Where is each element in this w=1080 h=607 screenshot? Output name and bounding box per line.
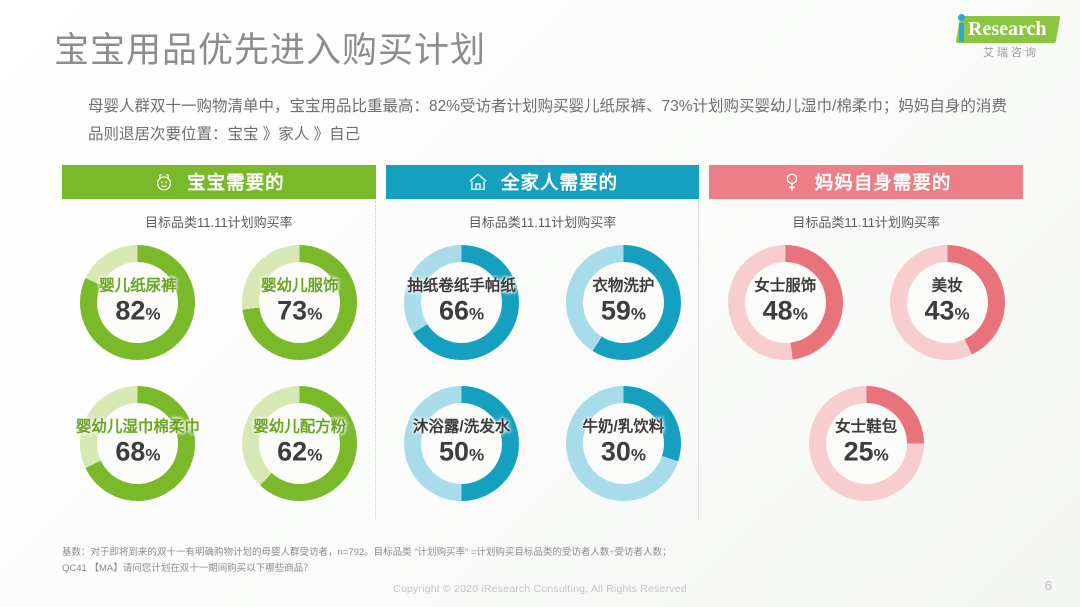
donut-grid-family: 抽纸卷纸手帕纸 66% 衣物洗护 59% 沐浴露/洗发水 50% 牛奶/乳饮料 30%	[381, 245, 705, 501]
donut-cell: 美妆 43%	[866, 245, 1028, 360]
column-mom: 妈妈自身需要的 目标品类11.11计划购买率 女士服饰 48% 美妆 43% 女士鞋包 2…	[698, 165, 1028, 525]
donut-chart	[80, 386, 196, 501]
female-icon	[781, 171, 803, 193]
donut-cell: 女士服饰 48%	[704, 245, 866, 360]
donut-cell: 婴儿纸尿裤 82%	[57, 245, 219, 360]
column-header-family-label: 全家人需要的	[501, 172, 619, 193]
column-header-mom-label: 妈妈自身需要的	[814, 172, 952, 193]
donut-chart	[808, 386, 924, 501]
column-family: 全家人需要的 目标品类11.11计划购买率 抽纸卷纸手帕纸 66% 衣物洗护 59% 沐…	[374, 165, 705, 525]
donut-cell: 衣物洗护 59%	[543, 245, 705, 360]
donut-chart	[242, 386, 358, 501]
footnote-line-1: 基数：对于即将到来的双十一有明确购物计划的母婴人群受访者，n=792。目标品类 …	[62, 547, 672, 558]
column-subtitle-family: 目标品类11.11计划购买率	[468, 215, 617, 230]
donut-cell: 婴幼儿湿巾棉柔巾 68%	[57, 386, 219, 501]
donut-cell: 沐浴露/洗发水 50%	[381, 386, 543, 501]
columns-container: 宝宝需要的 目标品类11.11计划购买率 婴儿纸尿裤 82% 婴幼儿服饰 73% 婴幼儿…	[57, 165, 1028, 525]
home-icon	[467, 171, 489, 193]
donut-grid-mom: 女士服饰 48% 美妆 43% 女士鞋包 25%	[704, 245, 1028, 501]
column-header-family: 全家人需要的	[385, 165, 700, 199]
donut-chart	[404, 386, 520, 501]
donut-chart	[404, 245, 520, 360]
logo-i-dot-icon	[958, 14, 965, 21]
donut-cell: 女士鞋包 25%	[785, 386, 947, 501]
donut-cell: 抽纸卷纸手帕纸 66%	[381, 245, 543, 360]
column-header-mom: 妈妈自身需要的	[709, 165, 1024, 199]
donut-chart	[242, 245, 358, 360]
baby-face-icon	[153, 171, 175, 193]
logo-subtext: 艾瑞咨询	[983, 47, 1039, 59]
column-subtitle-baby: 目标品类11.11计划购买率	[145, 215, 293, 230]
page-number: 6	[1044, 578, 1052, 593]
donut-grid-baby: 婴儿纸尿裤 82% 婴幼儿服饰 73% 婴幼儿湿巾棉柔巾 68% 婴幼儿配方粉 62%	[57, 245, 381, 501]
page-subtitle: 母婴人群双十一购物清单中，宝宝用品比重最高：82%受访者计划购买婴儿纸尿裤、73…	[88, 98, 1007, 143]
logo-mark: Research	[946, 14, 1061, 44]
footnote-line-2: QC41 【MA】请问您计划在双十一期间购买以下哪些商品？	[62, 563, 313, 574]
donut-cell: 牛奶/乳饮料 30%	[543, 386, 705, 501]
column-baby: 宝宝需要的 目标品类11.11计划购买率 婴儿纸尿裤 82% 婴幼儿服饰 73% 婴幼儿…	[57, 165, 381, 525]
column-header-baby: 宝宝需要的	[62, 165, 376, 199]
donut-cell: 婴幼儿配方粉 62%	[219, 386, 381, 501]
page-title: 宝宝用品优先进入购买计划	[54, 31, 487, 70]
donut-cell: 婴幼儿服饰 73%	[219, 245, 381, 360]
donut-chart	[80, 245, 196, 360]
column-header-baby-label: 宝宝需要的	[187, 172, 285, 193]
copyright-text: Copyright © 2020 iResearch Consulting, A…	[393, 583, 687, 595]
iresearch-logo: Research 艾瑞咨询	[946, 14, 1061, 60]
logo-wordmark: Research	[968, 18, 1047, 40]
logo-i-stem-icon	[959, 23, 964, 42]
donut-chart	[565, 245, 681, 360]
footnote: 基数：对于即将到来的双十一有明确购物计划的母婴人群受访者，n=792。目标品类 …	[62, 545, 962, 577]
donut-chart	[889, 245, 1005, 360]
donut-chart	[727, 245, 843, 360]
column-subtitle-mom: 目标品类11.11计划购买率	[792, 215, 940, 230]
donut-chart	[565, 386, 681, 501]
